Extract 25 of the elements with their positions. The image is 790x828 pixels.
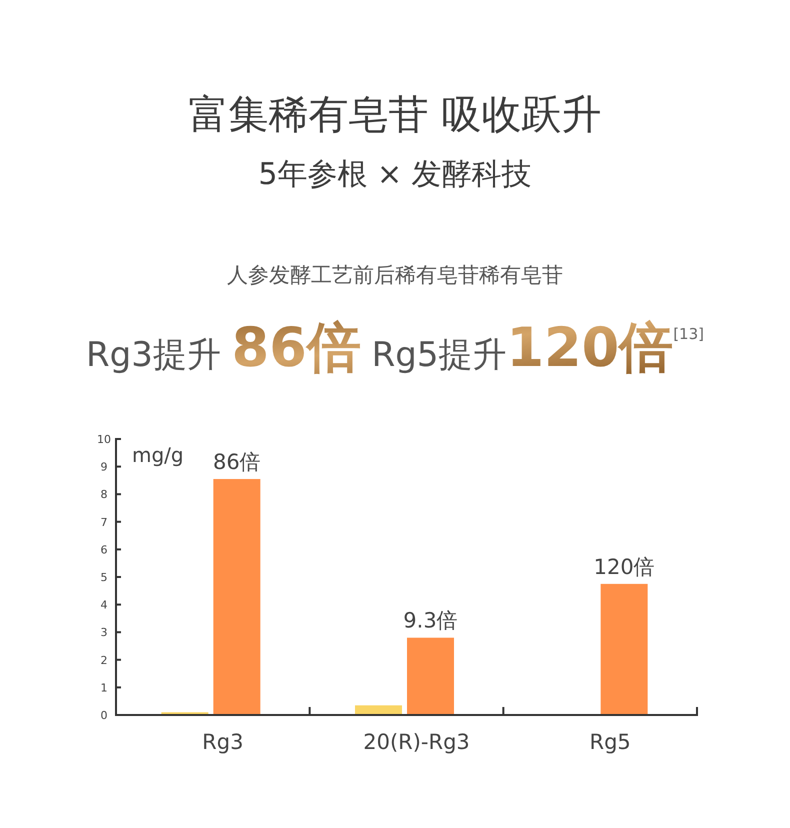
annotation: 86倍: [212, 450, 261, 474]
bar: [600, 584, 648, 715]
x-tick-label: Rg5: [590, 730, 631, 754]
bar: [213, 479, 260, 715]
y-tick-label: 3: [100, 626, 108, 640]
chart-title: 富集稀有皂苷 吸收跃升: [188, 92, 602, 138]
y-tick-label: 6: [100, 543, 108, 556]
x-tick-label: 20(R)-Rg3: [363, 730, 470, 754]
bar: [407, 638, 454, 715]
y-tick-label: 7: [100, 516, 108, 529]
y-tick-label: 9: [100, 460, 108, 474]
annotation: 120倍: [594, 554, 655, 579]
text: 人参发酵工艺前后稀有皂苷稀有皂苷: [227, 263, 563, 287]
y-tick-label: 4: [100, 598, 108, 612]
y-tick-label: 0: [100, 709, 108, 722]
y-tick-label: 1: [100, 681, 108, 694]
y-tick-label: 5: [100, 571, 108, 584]
text: Rg3提升 86倍 Rg5提升120倍$^{[13]}$: [86, 316, 704, 379]
chart-subtitle: 5年参根 × 发酵科技: [258, 157, 532, 192]
y-tick-label: 2: [100, 654, 108, 667]
x-tick-label: Rg3: [202, 730, 244, 754]
y-tick-label: 8: [100, 488, 108, 502]
annotation: 9.3倍: [403, 608, 458, 633]
y-tick-label: 10: [97, 433, 111, 446]
y-axis-title: mg/g: [132, 443, 184, 467]
